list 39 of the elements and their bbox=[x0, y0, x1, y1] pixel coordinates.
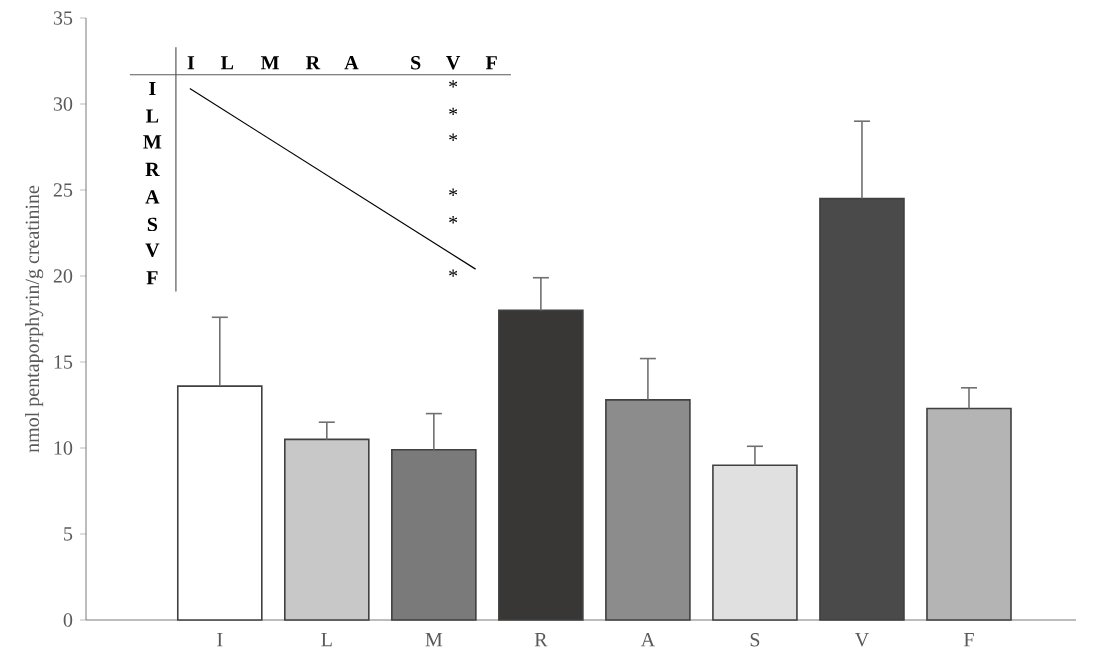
annotation: S bbox=[411, 56, 421, 70]
y-tick-label: 35 bbox=[53, 11, 73, 25]
annotation: V bbox=[446, 56, 461, 70]
x-tick-label: L bbox=[321, 633, 332, 647]
annotation: I bbox=[187, 56, 195, 70]
x-tick-label: A bbox=[640, 633, 655, 647]
annotation: F bbox=[485, 56, 497, 70]
annotation: * bbox=[449, 216, 458, 224]
annotation: V bbox=[145, 243, 160, 257]
annotation: M bbox=[261, 56, 279, 70]
y-tick-label: 25 bbox=[53, 183, 73, 197]
x-tick-label: S bbox=[750, 633, 760, 647]
annotation: L bbox=[220, 56, 234, 70]
annotation: * bbox=[449, 188, 458, 196]
y-tick-label: 20 bbox=[53, 269, 73, 283]
annotation: A bbox=[145, 190, 160, 204]
annotation: * bbox=[449, 269, 458, 277]
annotation: R bbox=[145, 162, 160, 176]
annotation: I bbox=[149, 81, 156, 96]
annotation: * bbox=[449, 133, 458, 141]
x-tick-label: F bbox=[964, 633, 974, 647]
annotation: S bbox=[147, 217, 158, 232]
y-tick-label: 15 bbox=[54, 355, 73, 369]
annotation: * bbox=[449, 80, 458, 88]
x-tick-label: M bbox=[425, 633, 443, 647]
y-axis-title: nmol pentaporphyrin/g creatinine bbox=[24, 185, 44, 453]
annotation: M bbox=[143, 135, 162, 149]
x-tick-label: I bbox=[217, 633, 223, 647]
y-tick-label: 10 bbox=[54, 441, 73, 455]
annotation: * bbox=[449, 107, 458, 116]
annotation: R bbox=[306, 56, 321, 70]
y-tick-label: 5 bbox=[64, 527, 73, 541]
annotation: L bbox=[146, 109, 159, 123]
y-tick-label: 30 bbox=[53, 97, 73, 111]
x-tick-label: V bbox=[854, 633, 869, 647]
x-tick-label: R bbox=[534, 633, 548, 647]
annotation: A bbox=[344, 56, 359, 70]
annotation: F bbox=[146, 271, 158, 285]
y-tick-label: 0 bbox=[63, 613, 73, 627]
